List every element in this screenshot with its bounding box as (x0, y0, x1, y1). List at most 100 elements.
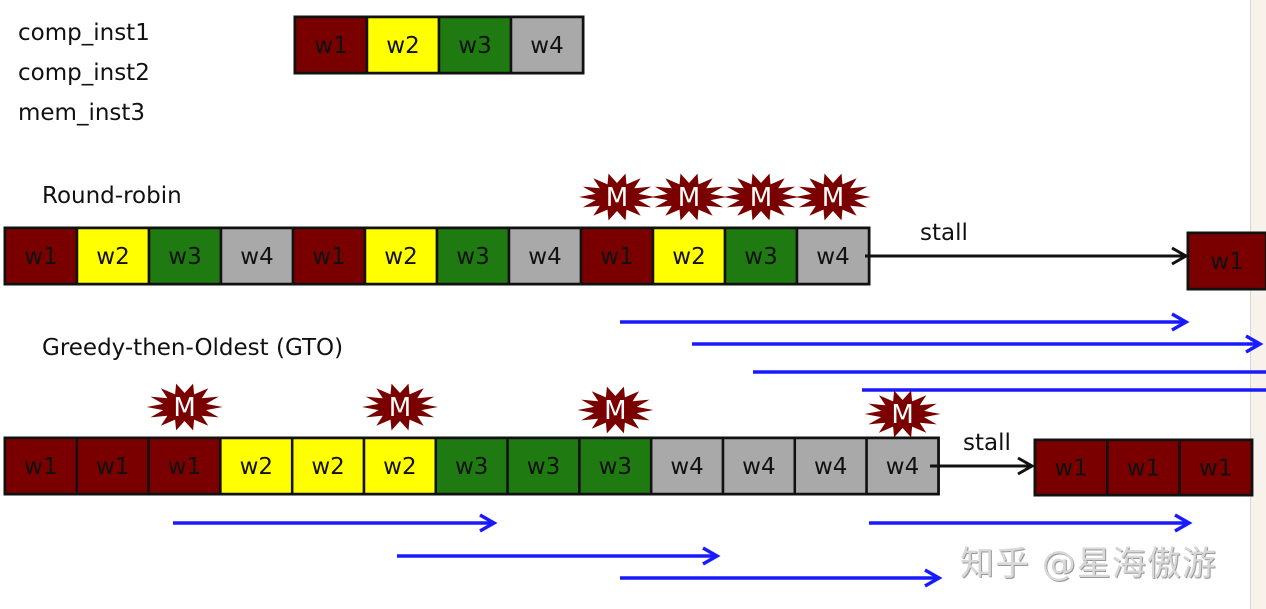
memory-latency-arrow (173, 513, 498, 533)
legend-warp-row: w1 w2 w3 w4 (293, 15, 585, 75)
warp-cell-w1 (147, 436, 222, 496)
warp-cell-label: w2 (96, 244, 129, 270)
warp-cell-w4 (507, 226, 583, 286)
warp-cell-w2 (651, 226, 727, 286)
warp-cell-w1 (1186, 231, 1266, 291)
warp-cell-label: w3 (458, 33, 491, 59)
warp-cell-label: w1 (24, 454, 57, 480)
round-robin-title: Round-robin (42, 183, 182, 209)
warp-cell-label: w2 (311, 454, 344, 480)
cache-miss-burst-icon: M (795, 173, 871, 221)
warp-cell-label: w1 (24, 244, 57, 270)
warp-cell-w1 (3, 436, 79, 496)
burst-shape (362, 383, 438, 431)
memory-latency-arrow (620, 312, 1190, 332)
burst-shape (579, 173, 655, 221)
gto-title: Greedy-then-Oldest (GTO) (42, 335, 344, 361)
rr-stall-label: stall (920, 220, 968, 246)
burst-shape (577, 386, 654, 434)
miss-label: M (891, 400, 913, 430)
warp-cell-w2 (362, 436, 438, 496)
arrow-head (924, 568, 943, 588)
warp-cell-label: w1 (312, 244, 345, 270)
miss-label: M (606, 183, 628, 213)
warp-cell-w3 (506, 436, 581, 496)
warp-cell-label: w2 (672, 244, 705, 270)
warp-cell-label: w3 (455, 454, 488, 480)
warp-cell-w1 (1178, 438, 1254, 497)
warp-cell-label: w1 (314, 33, 347, 59)
cache-miss-burst-icon: M (577, 386, 654, 434)
arrow-head (1171, 246, 1190, 266)
warp-cell-label: w4 (816, 244, 849, 270)
warp-cell-label: w2 (386, 33, 419, 59)
gto-stall-label: stall (963, 430, 1011, 456)
gto-after-stall-row: w1 w1 w1 (1033, 438, 1254, 497)
watermark: 知乎 @星海傲游 (960, 544, 1217, 584)
warp-cell-w1 (1106, 438, 1181, 497)
warp-cell-label: w1 (1199, 456, 1232, 482)
warp-cell-label: w3 (527, 454, 560, 480)
warp-cell-w2 (363, 226, 439, 286)
arrow-head (1245, 334, 1264, 354)
gto-schedule-row: w1 w1 w1 w2 w2 w2 w3 w3 w3 w4 w4 w4 w4 (3, 436, 940, 496)
instruction-label: comp_inst1 (18, 20, 150, 46)
warp-cell-label: w1 (168, 454, 201, 480)
cache-miss-burst-icon: M (723, 173, 799, 221)
memory-latency-arrow (397, 546, 721, 566)
warp-cell-label: w4 (886, 454, 919, 480)
arrow-head (1171, 312, 1190, 332)
warp-cell-label: w1 (600, 244, 633, 270)
warp-cell-w1 (293, 15, 369, 75)
warp-cell-w1 (3, 226, 79, 286)
warp-cell-label: w1 (1210, 249, 1243, 275)
warp-cell-label: w2 (384, 244, 417, 270)
instruction-label: mem_inst3 (18, 100, 146, 126)
burst-shape (651, 173, 727, 221)
arrow-head (1174, 513, 1193, 533)
warp-cell-label: w1 (96, 454, 129, 480)
memory-latency-arrow (869, 513, 1193, 533)
warp-cell-w2 (219, 436, 294, 496)
warp-cell-label: w2 (240, 454, 273, 480)
warp-cell-w3 (435, 226, 511, 286)
miss-label: M (604, 396, 626, 426)
warp-cell-label: w1 (1127, 456, 1160, 482)
burst-shape (864, 390, 941, 438)
cache-miss-burst-icon: M (146, 383, 223, 431)
warp-cell-w3 (578, 436, 653, 496)
warp-cell-w3 (434, 436, 509, 496)
warp-cell-label: w4 (528, 244, 561, 270)
warp-cell-label: w3 (744, 244, 777, 270)
warp-cell-label: w2 (383, 454, 416, 480)
warp-cell-label: w3 (599, 454, 632, 480)
warp-cell-label: w1 (1054, 456, 1087, 482)
warp-cell-label: w4 (670, 454, 703, 480)
cache-miss-burst-icon: M (362, 383, 438, 431)
memory-latency-arrow (620, 568, 943, 588)
miss-label: M (173, 393, 195, 423)
cache-miss-burst-icon: M (864, 390, 941, 438)
miss-label: M (389, 393, 411, 423)
miss-label: M (822, 183, 844, 213)
arrow-head (479, 513, 498, 533)
warp-cell-label: w4 (742, 454, 775, 480)
warp-cell-w1 (1033, 438, 1109, 497)
warp-cell-w3 (147, 226, 223, 286)
warp-cell-w4 (219, 226, 295, 286)
warp-cell-w3 (437, 15, 513, 75)
burst-shape (723, 173, 799, 221)
cache-miss-burst-icon: M (651, 173, 727, 221)
warp-cell-label: w4 (530, 33, 563, 59)
gto-stall-arrow (930, 456, 1036, 476)
miss-label: M (750, 183, 772, 213)
burst-shape (146, 383, 223, 431)
rr-after-stall-row: w1 (1186, 231, 1266, 291)
warp-cell-label: w3 (168, 244, 201, 270)
warp-cell-w4 (509, 15, 585, 75)
cache-miss-burst-icon: M (579, 173, 655, 221)
memory-latency-arrow (692, 334, 1264, 354)
rr-schedule-row: w1 w2 w3 w4 w1 w2 w3 w4 w1 w2 w3 w4 (3, 226, 871, 286)
warp-cell-label: w4 (814, 454, 847, 480)
